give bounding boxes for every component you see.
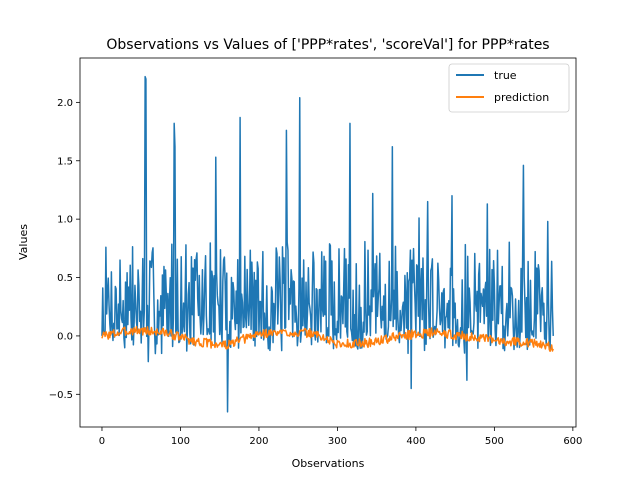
y-axis: −0.5 0.0 0.5 1.0 1.5 2.0 [49, 98, 80, 401]
plot-frame [79, 57, 577, 428]
legend: true prediction [448, 63, 570, 113]
legend-label-prediction: prediction [494, 91, 549, 104]
x-axis: 0 100 200 300 400 500 600 [99, 427, 582, 447]
series-line-prediction [101, 325, 554, 353]
y-tick-label: 0.5 [57, 273, 73, 284]
y-tick-label: 2.0 [57, 98, 73, 109]
x-tick-label: 0 [99, 436, 105, 447]
x-tick-label: 300 [328, 436, 347, 447]
y-tick-label: 0.0 [57, 331, 73, 342]
x-tick-label: 600 [563, 436, 582, 447]
y-axis-label: Values [17, 224, 30, 260]
x-tick-label: 500 [485, 436, 504, 447]
y-tick-label: −0.5 [49, 390, 73, 401]
x-tick-label: 100 [171, 436, 190, 447]
x-tick-label: 200 [249, 436, 268, 447]
chart-title: Observations vs Values of ['PPP*rates', … [106, 37, 549, 53]
y-tick-label: 1.0 [57, 215, 73, 226]
series-line-true [101, 75, 554, 413]
y-tick-label: 1.5 [57, 156, 73, 167]
plot-area [101, 75, 554, 413]
x-tick-label: 400 [406, 436, 425, 447]
legend-label-true: true [494, 69, 517, 82]
x-axis-label: Observations [292, 457, 365, 470]
